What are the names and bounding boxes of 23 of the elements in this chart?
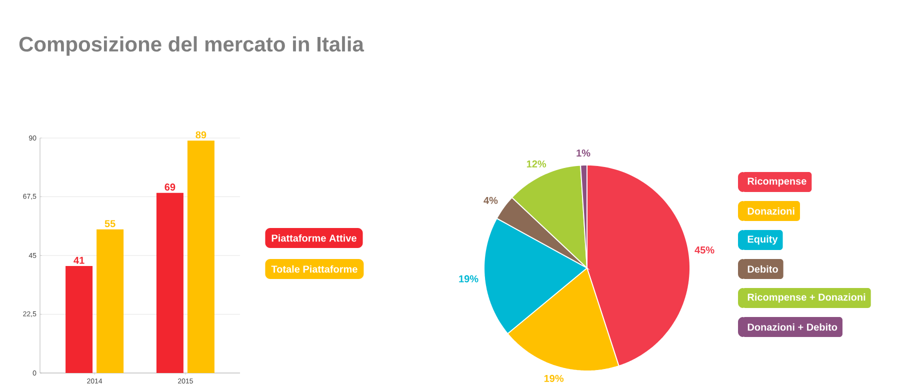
legend-label: Ricompense + Donazioni xyxy=(748,293,866,303)
legend-label: Equity xyxy=(748,235,778,245)
legend-label: Donazioni xyxy=(748,207,794,215)
data-label: 19% xyxy=(544,374,564,382)
data-label: 12% xyxy=(526,160,546,168)
legend-label: Ricompense xyxy=(748,177,806,187)
bar xyxy=(187,140,214,373)
bar xyxy=(96,229,124,373)
text: Totale Piattaforme xyxy=(271,265,358,273)
data-label: 19% xyxy=(459,275,478,282)
data-label: 41 xyxy=(74,256,84,264)
legend-label: Debito xyxy=(748,265,778,273)
data-label: 55 xyxy=(104,220,116,228)
chart-title: Composizione del mercato in Italia xyxy=(19,36,364,56)
data-label: 1% xyxy=(576,150,590,157)
text: Piattaforme Attive xyxy=(272,234,356,242)
data-label: 69 xyxy=(164,184,176,191)
bar xyxy=(66,266,93,373)
data-label: 4% xyxy=(484,196,498,204)
bar xyxy=(156,192,184,373)
data-label: 89 xyxy=(196,131,206,138)
data-label: 45% xyxy=(694,246,714,254)
legend-label: Donazioni + Debito xyxy=(748,323,838,331)
